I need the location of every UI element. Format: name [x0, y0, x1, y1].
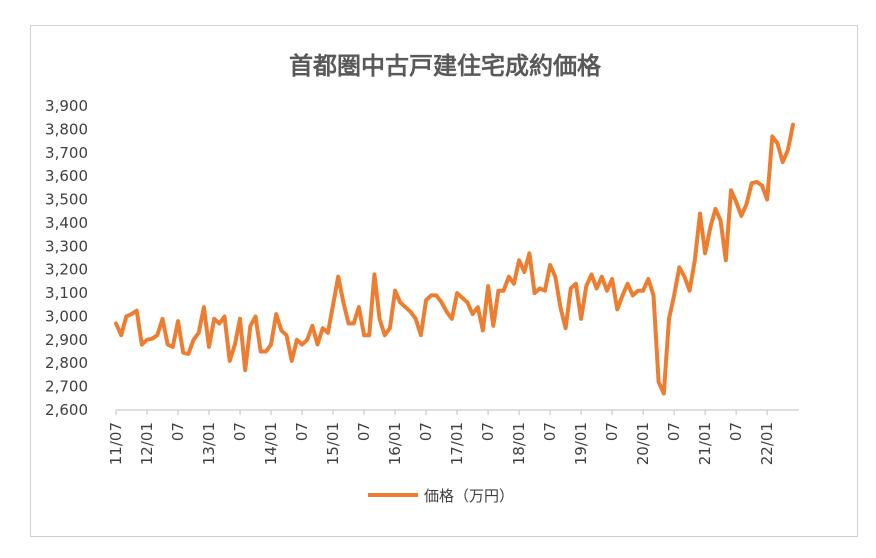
- x-tick-label: 22/01: [758, 422, 776, 465]
- y-tick-label: 3,300: [45, 237, 88, 255]
- y-tick-label: 3,700: [45, 144, 88, 162]
- x-tick-label: 07: [603, 422, 621, 441]
- x-tick-label: 21/01: [696, 422, 714, 465]
- y-tick-label: 3,500: [45, 191, 88, 209]
- chart-title: 首都圏中古戸建住宅成約価格: [289, 52, 602, 80]
- x-tick-label: 15/01: [324, 422, 342, 465]
- x-tick-label: 19/01: [572, 422, 590, 465]
- x-tick-label: 11/07: [107, 422, 125, 465]
- x-tick-label: 17/01: [448, 422, 466, 465]
- y-tick-label: 3,800: [45, 120, 88, 138]
- y-tick-label: 2,900: [45, 331, 88, 349]
- legend: 価格（万円）: [368, 487, 514, 505]
- y-tick-label: 3,200: [45, 261, 88, 279]
- y-tick-label: 2,600: [45, 401, 88, 419]
- x-tick-label: 07: [417, 422, 435, 441]
- x-tick-label: 18/01: [510, 422, 528, 465]
- chart-frame: [30, 25, 858, 537]
- series-line-price: [114, 122, 795, 396]
- y-axis: 2,600 2,700 2,800 2,900 3,000 3,100 3,200 3,300…: [45, 97, 88, 419]
- y-tick-label: 3,600: [45, 167, 88, 185]
- x-axis: 11/07 12/01 07 13/01 07 14/01 07 15/01 07 16/01 07…: [107, 409, 799, 465]
- y-tick-label: 2,800: [45, 354, 88, 372]
- x-tick-label: 07: [293, 422, 311, 441]
- x-tick-label: 14/01: [262, 422, 280, 465]
- y-tick-label: 3,400: [45, 214, 88, 232]
- x-tick-label: 13/01: [200, 422, 218, 465]
- x-tick-label: 07: [727, 422, 745, 441]
- x-tick-label: 07: [231, 422, 249, 441]
- y-tick-label: 3,900: [45, 97, 88, 115]
- x-tick-label: 07: [355, 422, 373, 441]
- x-tick-label: 20/01: [634, 422, 652, 465]
- y-tick-label: 2,700: [45, 378, 88, 396]
- x-tick-label: 07: [169, 422, 187, 441]
- x-tick-label: 07: [665, 422, 683, 441]
- legend-label: 価格（万円）: [424, 487, 514, 505]
- y-tick-label: 3,100: [45, 284, 88, 302]
- x-tick-label: 16/01: [386, 422, 404, 465]
- y-tick-label: 3,000: [45, 307, 88, 325]
- x-tick-label: 07: [541, 422, 559, 441]
- x-tick-label: 12/01: [138, 422, 156, 465]
- series-layer: [114, 122, 795, 396]
- x-tick-label: 07: [479, 422, 497, 441]
